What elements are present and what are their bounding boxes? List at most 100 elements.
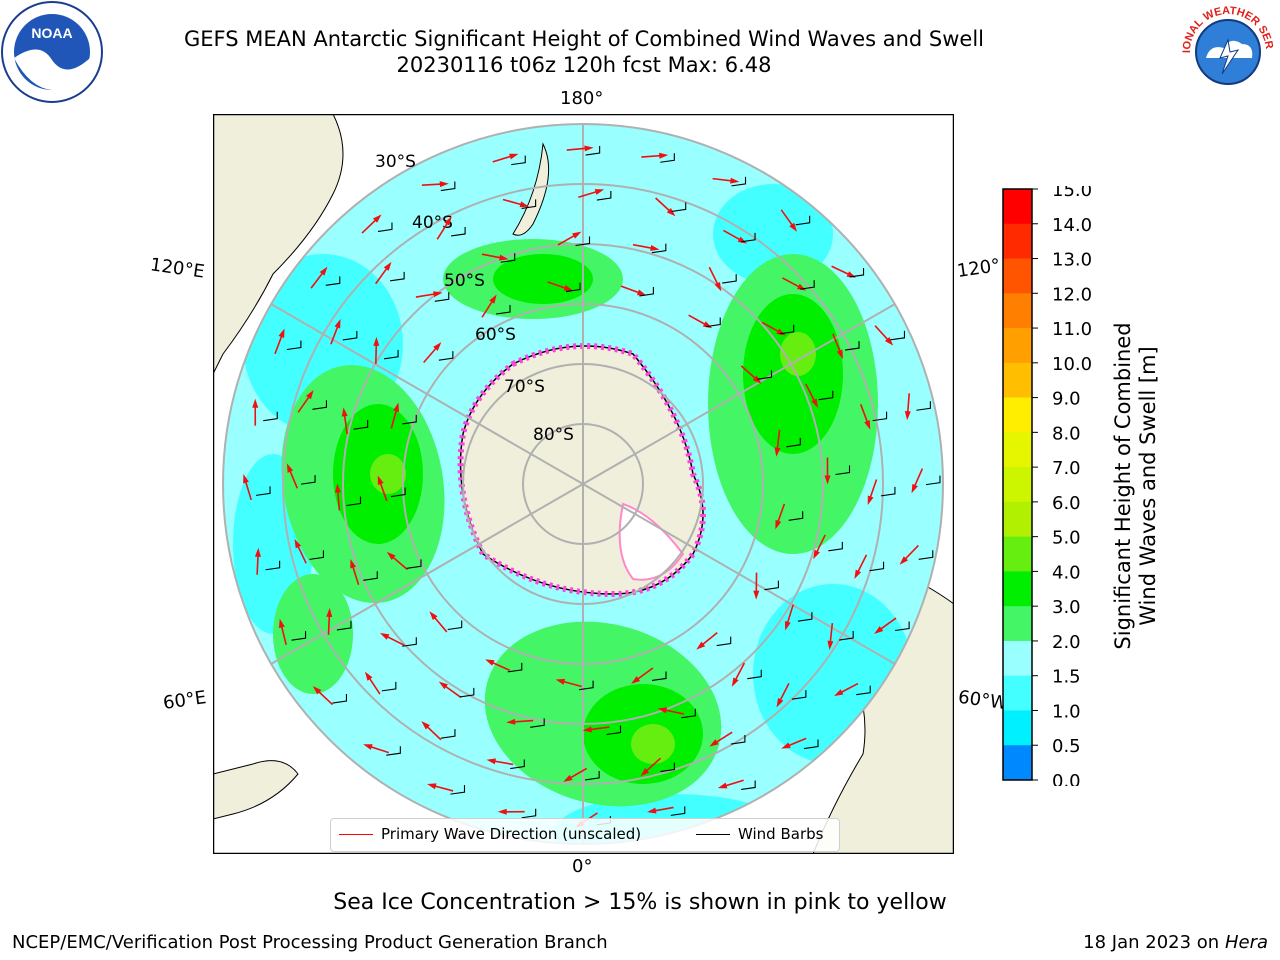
wave-arrow-head <box>563 284 574 291</box>
wave-arrow-head <box>386 551 396 561</box>
wave-arrow-head <box>509 153 519 160</box>
wind-barb <box>291 631 307 641</box>
lat-label-80s: 80°S <box>533 425 574 445</box>
wind-barb <box>450 785 466 795</box>
landmass-africa-tip <box>213 760 299 820</box>
colorbar-tick-label: 11.0 <box>1052 319 1092 340</box>
wave-arrow-head <box>438 681 448 690</box>
wave-arrow-head <box>433 291 443 298</box>
colorbar-segment <box>1003 710 1032 746</box>
wave-arrow-head <box>775 519 782 530</box>
wave-arrow-head <box>696 641 706 650</box>
wind-barb <box>786 437 801 448</box>
wave-arrow-head <box>252 398 259 408</box>
chart-title: GEFS MEAN Antarctic Significant Height o… <box>183 27 985 51</box>
wind-barb <box>606 725 622 736</box>
wind-barb <box>795 215 811 226</box>
wave-arrow-head <box>781 742 791 749</box>
wind-barb <box>639 286 654 297</box>
wind-barb <box>716 636 732 647</box>
colorbar-tick-label: 0.5 <box>1052 736 1081 757</box>
wave-arrow-head <box>867 495 874 505</box>
wave-arrow-head <box>784 620 791 631</box>
wave-arrow-head <box>519 201 530 208</box>
wind-barb <box>585 146 601 156</box>
colorbar-segment <box>1003 189 1032 225</box>
wind-legend-label: Wind Barbs <box>738 825 824 843</box>
wind-barb <box>530 718 545 728</box>
wave-arrow-head <box>731 677 739 687</box>
wind-barb <box>346 496 362 507</box>
wave-arrow-head <box>709 739 719 747</box>
wave-arrow-head <box>278 328 285 338</box>
wave-arrow-head <box>393 402 399 412</box>
wave-arrow-head <box>714 282 722 292</box>
wave-arrow-head <box>874 626 884 634</box>
lat-label-50s: 50°S <box>444 271 485 291</box>
colorbar-segment <box>1003 328 1032 364</box>
wave-arrow-head <box>421 721 430 730</box>
colorbar-segment <box>1003 606 1032 642</box>
wind-barb <box>402 637 417 647</box>
wave-arrow-head <box>341 407 348 417</box>
wind-barb <box>660 153 675 163</box>
wave-arrow-head <box>433 342 442 351</box>
wave-arrow-head <box>563 774 573 782</box>
wave-arrow-head <box>572 231 582 239</box>
colorbar-tick-label: 10.0 <box>1052 354 1092 375</box>
wave-arrow-head <box>774 447 781 457</box>
wave-arrow-head <box>497 808 507 815</box>
wind-barb <box>402 414 417 425</box>
wind-barb <box>507 662 523 673</box>
colorbar-tick-label: 15.0 <box>1052 186 1092 201</box>
colorbar-label-line1: Significant Height of Combined <box>1111 322 1135 649</box>
wave-arrow-head <box>383 261 392 271</box>
wave-arrow-head <box>911 483 918 494</box>
wind-barb <box>390 271 405 282</box>
colorbar-tick-label: 2.0 <box>1052 632 1081 653</box>
wave-arrow-head <box>834 689 844 697</box>
colorbar-segment <box>1003 745 1032 781</box>
noaa-logo: NOAA <box>1 1 103 103</box>
wind-barb <box>440 729 456 739</box>
wave-arrow-head <box>350 559 356 569</box>
wind-barb <box>722 274 737 284</box>
wind-barb <box>342 330 358 341</box>
lon-label-60e: 60°E <box>161 687 208 714</box>
wave-arrow-head <box>631 676 641 684</box>
wave-arrow-head <box>326 607 333 618</box>
wind-barb <box>447 620 463 631</box>
wave-arrow-head <box>899 556 909 565</box>
wind-barb <box>521 199 537 209</box>
wind-barb <box>670 806 686 816</box>
wind-barb <box>495 304 511 315</box>
wave-arrow-head <box>854 569 862 580</box>
wave-arrow-head <box>364 671 373 681</box>
wind-barb <box>918 550 934 560</box>
lon-label-120w: 120° <box>955 255 1002 282</box>
colorbar-segment <box>1003 536 1032 572</box>
wind-barb <box>265 560 281 571</box>
footer-date-text: 18 Jan 2023 on <box>1083 932 1220 953</box>
wave-arrow-head <box>334 319 341 329</box>
wave-arrow-head <box>427 783 437 790</box>
wave-arrow-head <box>752 375 762 384</box>
colorbar-tick-label: 7.0 <box>1052 458 1081 479</box>
colorbar-segment <box>1003 397 1032 433</box>
wave-arrow-head <box>884 336 894 346</box>
landmass-australia <box>213 114 344 375</box>
wave-arrow-head <box>776 698 784 708</box>
svg-text:NOAA: NOAA <box>31 25 72 41</box>
wave-arrow-head <box>377 475 384 485</box>
colorbar-tick-label: 8.0 <box>1052 423 1081 444</box>
wave-arrow-head <box>864 420 871 430</box>
colorbar-tick-label: 9.0 <box>1052 389 1081 410</box>
wind-barb <box>434 292 450 302</box>
footer-date: 18 Jan 2023 on Hera <box>1083 932 1268 953</box>
wind-barb <box>596 191 612 201</box>
footer-host: Hera <box>1224 932 1268 953</box>
wave-arrow-head <box>813 549 820 560</box>
wave-arrow-head <box>243 474 249 484</box>
wind-barb <box>740 232 756 243</box>
chart-subtitle: 20230116 t06z 120h fcst Max: 6.48 <box>396 53 772 77</box>
